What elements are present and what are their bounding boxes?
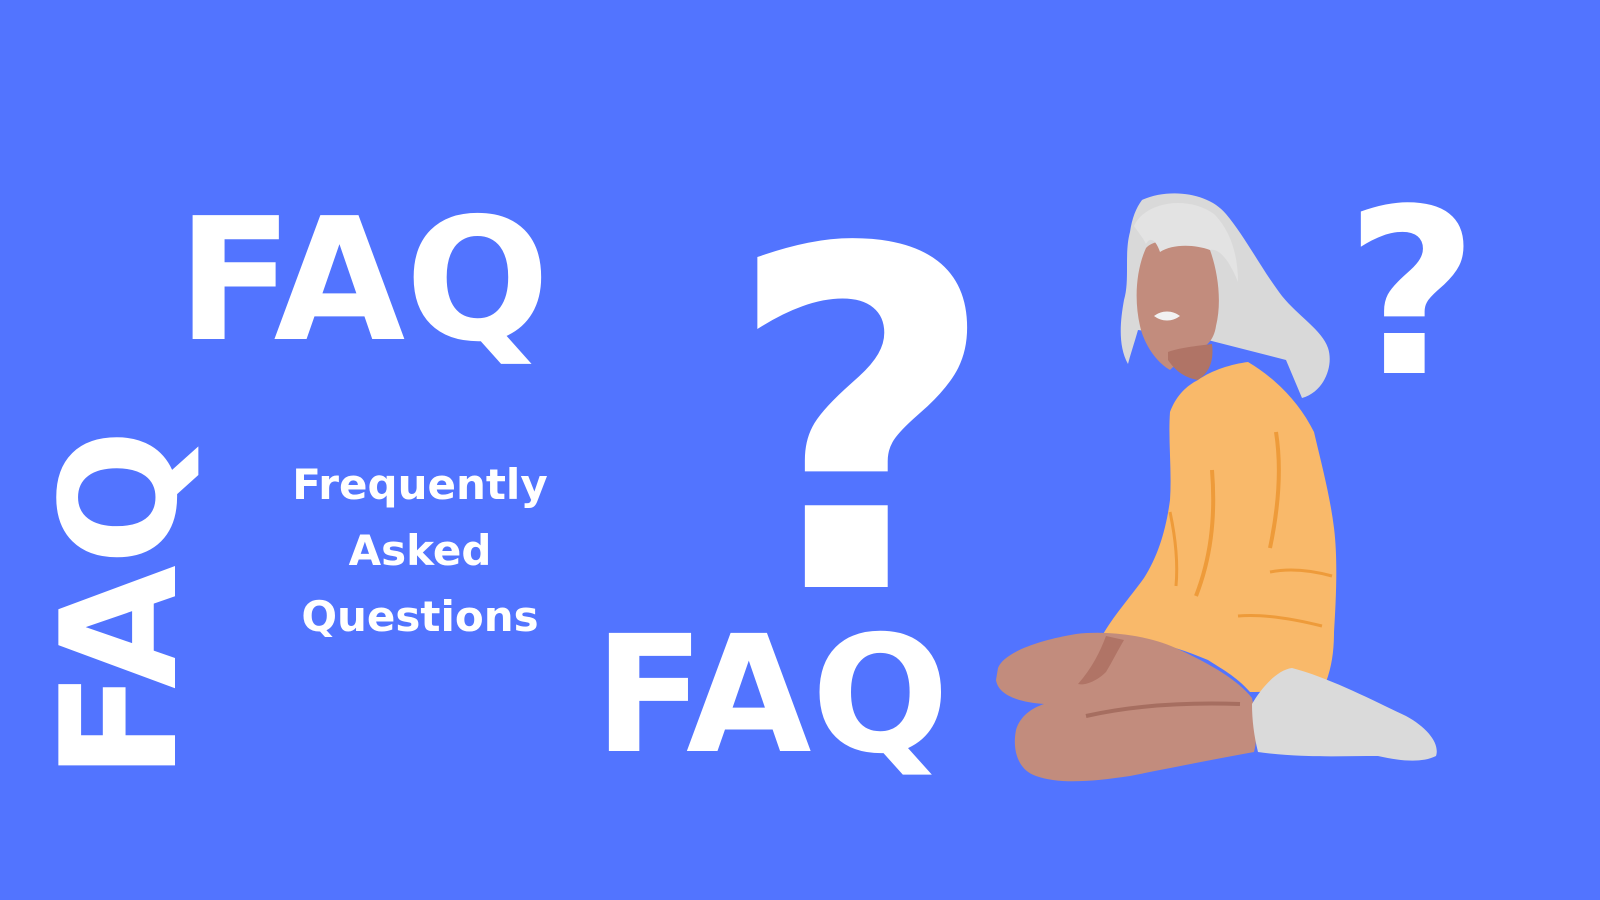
subtitle-line-2: Asked [348, 526, 492, 575]
question-mark-large-icon: ? [725, 151, 998, 698]
faq-heading-side: FAQ [26, 429, 213, 780]
question-mark-small-icon: ? [1345, 161, 1479, 428]
subtitle-line-3: Questions [301, 592, 539, 641]
faq-heading-bottom: FAQ [594, 602, 950, 790]
faq-heading-top: FAQ [177, 182, 550, 380]
faq-subtitle: Frequently Asked Questions [275, 452, 565, 650]
subtitle-line-1: Frequently [292, 460, 548, 509]
